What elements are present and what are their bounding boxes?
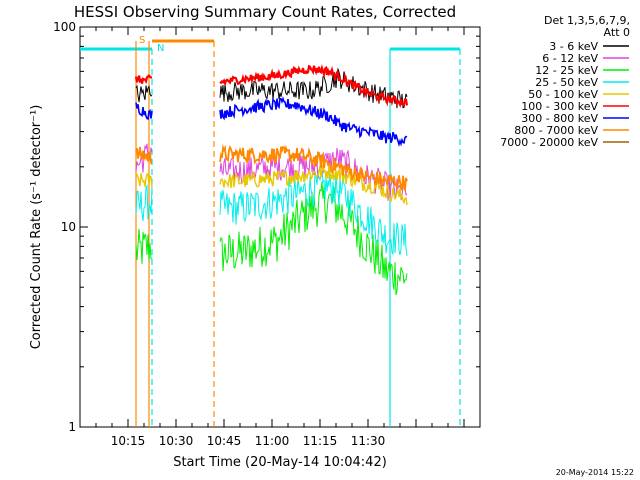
chart-title: HESSI Observing Summary Count Rates, Cor… (74, 3, 456, 21)
series-line (135, 84, 153, 103)
series-line (219, 169, 408, 256)
y-axis-label: Corrected Count Rate (s⁻¹ detector⁻¹) (29, 105, 44, 350)
series-line (135, 173, 153, 188)
legend-label: 800 - 7000 keV (514, 124, 598, 137)
y-tick-label: 100 (53, 20, 76, 34)
legend-label: 100 - 300 keV (521, 100, 598, 113)
series-line (134, 74, 153, 85)
y-tick-label: 1 (68, 420, 76, 434)
legend-label: 7000 - 20000 keV (500, 136, 598, 149)
legend-label: 3 - 6 keV (549, 40, 598, 53)
legend-header-line-1: Det 1,3,5,6,7,9, (544, 14, 630, 27)
annotation-n: N (157, 43, 164, 54)
series-line (135, 228, 153, 264)
x-tick-label: 11:15 (303, 434, 338, 448)
legend-header-line-2: Att 0 (604, 26, 630, 39)
legend-label: 300 - 800 keV (521, 112, 598, 125)
x-tick-label: 10:45 (207, 434, 242, 448)
series-line (219, 96, 408, 148)
x-axis: 10:15 10:30 10:45 11:00 11:15 11:30 (95, 27, 465, 448)
series-line (135, 102, 153, 121)
annotation-s: S (139, 35, 145, 46)
timestamp: 20-May-2014 15:22 (556, 468, 634, 477)
legend-label: 12 - 25 keV (535, 64, 598, 77)
x-tick-label: 11:30 (351, 434, 386, 448)
series-line (135, 146, 153, 165)
legend-label: 50 - 100 keV (528, 88, 598, 101)
x-axis-label: Start Time (20-May-14 10:04:42) (173, 455, 387, 470)
series-line (219, 64, 409, 109)
legend-label: 25 - 50 keV (535, 76, 598, 89)
y-axis: 1 10 100 (53, 20, 480, 434)
legend-label: 6 - 12 keV (542, 52, 598, 65)
series-line (219, 144, 408, 191)
y-tick-label: 10 (61, 220, 76, 234)
plot-frame (79, 26, 481, 428)
series-line (135, 183, 153, 222)
x-tick-label: 11:00 (255, 434, 290, 448)
plot-area: SN (80, 35, 461, 427)
x-tick-label: 10:30 (159, 434, 194, 448)
series-line (219, 164, 408, 206)
x-tick-label: 10:15 (111, 434, 146, 448)
